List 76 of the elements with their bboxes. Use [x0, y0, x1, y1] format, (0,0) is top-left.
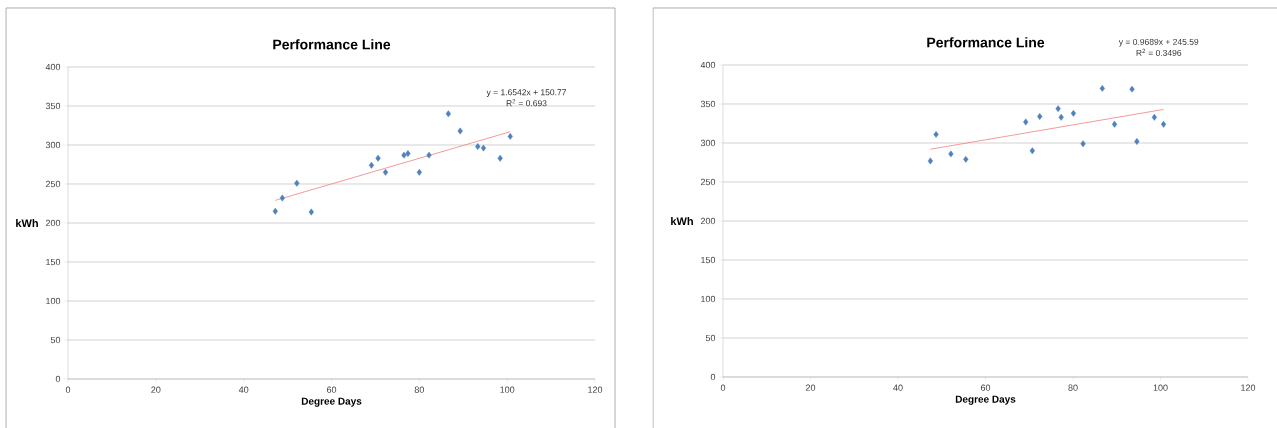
y-tick-label: 250: [45, 180, 61, 188]
point: [1029, 147, 1035, 155]
point: [1058, 113, 1064, 121]
x-tick-label: 0: [65, 386, 71, 393]
y-tick-label: 200: [700, 217, 716, 225]
y-tick-label: 200: [45, 219, 61, 227]
y-tick-label: 300: [45, 141, 61, 149]
y-tick-label: 50: [50, 336, 61, 344]
point: [308, 208, 314, 216]
point: [1023, 118, 1029, 126]
x-axis-title: Degree Days: [301, 397, 362, 407]
chart-title: Performance Line: [927, 37, 1045, 48]
point: [1111, 120, 1118, 128]
point: [445, 110, 451, 118]
y-tick-label: 350: [700, 100, 716, 108]
x-axis-title: Degree Days: [955, 395, 1016, 405]
y-tick-label: 100: [701, 295, 716, 303]
y-axis-title: kWh: [671, 217, 693, 225]
point: [1055, 105, 1061, 113]
point: [457, 127, 463, 135]
point: [294, 179, 300, 187]
point: [1151, 113, 1157, 121]
annotation: R$^{2}$ = 0.693: [506, 99, 547, 107]
point: [405, 150, 411, 157]
y-tick-label: 300: [700, 139, 716, 147]
point: [368, 161, 375, 169]
y-tick-label: 250: [700, 178, 716, 186]
x-tick-label: 100: [500, 386, 515, 393]
chart-title: Performance Line: [273, 39, 391, 50]
point: [497, 154, 503, 162]
point: [963, 155, 969, 163]
point: [1070, 109, 1077, 117]
x-tick-label: 120: [588, 386, 603, 393]
x-tick-label: 120: [1241, 384, 1256, 391]
point: [933, 131, 939, 138]
x-tick-label: 20: [805, 384, 816, 391]
y-tick-label: 0: [55, 375, 61, 383]
point: [375, 154, 381, 162]
text: R$^{2}$ = 0.3496: [1136, 48, 1182, 56]
point: [507, 133, 513, 140]
x-tick-label: 40: [238, 386, 249, 393]
y-tick-label: 150: [701, 256, 716, 264]
y-tick-label: 400: [700, 61, 716, 69]
point: [1134, 138, 1140, 145]
y-tick-label: 100: [46, 297, 61, 305]
x-tick-label: 100: [1153, 384, 1168, 391]
text: y = 0.9689x + 245.59: [1118, 38, 1199, 47]
x-tick-label: 20: [151, 386, 161, 393]
y-tick-label: 350: [45, 102, 61, 110]
y-tick-label: 150: [46, 258, 61, 266]
x-tick-label: 60: [980, 384, 991, 391]
point: [480, 144, 487, 152]
y-axis-title: kWh: [16, 219, 38, 227]
point: [416, 168, 422, 176]
point: [382, 168, 389, 176]
y-tick-label: 0: [710, 373, 716, 381]
x-tick-label: 40: [893, 384, 903, 391]
point: [1160, 120, 1167, 128]
x-tick-label: 80: [1068, 384, 1078, 391]
point: [279, 194, 285, 202]
x-tick-label: 80: [414, 386, 424, 393]
point: [1080, 140, 1086, 148]
annotation: y = 1.6542x + 150.77: [486, 89, 566, 97]
point: [426, 151, 432, 159]
y-tick-label: 400: [45, 63, 61, 71]
point: [1099, 84, 1105, 92]
point: [401, 151, 407, 159]
point: [1129, 85, 1135, 93]
point: [272, 207, 278, 215]
point: [948, 150, 954, 158]
x-tick-label: 0: [720, 384, 726, 391]
point: [475, 143, 481, 150]
point: [1037, 113, 1043, 120]
x-tick-label: 60: [326, 386, 337, 393]
y-tick-label: 50: [705, 334, 716, 342]
point: [927, 157, 933, 165]
